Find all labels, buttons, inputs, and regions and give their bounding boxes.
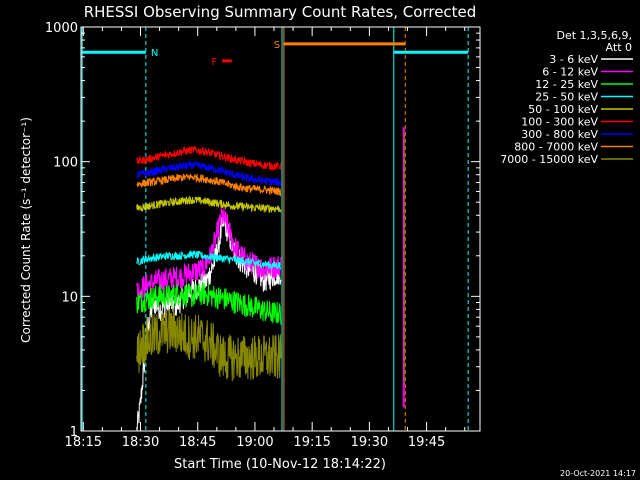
x-tick-label: 19:15: [293, 435, 330, 450]
series-line: [136, 281, 282, 325]
x-tick-label: 19:00: [236, 435, 273, 450]
x-tick-label: 19:45: [408, 435, 445, 450]
x-tick-label: 18:15: [65, 435, 102, 450]
series-group: [136, 127, 405, 432]
series-line: [136, 250, 282, 270]
x-tick-label: 18:45: [179, 435, 216, 450]
annotation-label: F: [211, 57, 217, 68]
legend-entry-label: 800 - 7000 keV: [514, 141, 598, 154]
legend-entry-label: 3 - 6 keV: [549, 53, 598, 66]
annotation-label: S: [274, 40, 280, 51]
annotation-bars: N S F: [81, 40, 469, 68]
series-line: [136, 309, 282, 382]
series-line: [136, 160, 282, 186]
legend-entry-label: 300 - 800 keV: [521, 128, 598, 141]
legend-header-line1: Det 1,3,5,6,9,: [556, 29, 632, 42]
legend-header-line2: Att 0: [606, 41, 632, 54]
y-tick-label: 1: [70, 425, 78, 440]
legend-entry-label: 50 - 100 keV: [528, 103, 598, 116]
series-line: [136, 145, 282, 171]
vertical-markers: [81, 27, 469, 431]
legend-entry-label: 7000 - 15000 keV: [500, 153, 598, 166]
footer-timestamp: 20-Oct-2021 14:17: [560, 469, 636, 478]
series-line: [136, 195, 282, 214]
x-tick-label: 18:30: [122, 435, 159, 450]
legend-entry-label: 100 - 300 keV: [521, 116, 598, 129]
x-tick-label: 19:30: [351, 435, 388, 450]
x-axis-label: Start Time (10-Nov-12 18:14:22): [174, 457, 386, 472]
legend-entry-label: 25 - 50 keV: [535, 91, 598, 104]
series-line: [136, 173, 282, 197]
legend-entry-label: 12 - 25 keV: [535, 78, 598, 91]
y-tick-label: 100: [53, 156, 78, 171]
y-tick-label: 10: [61, 290, 78, 305]
chart-title: RHESSI Observing Summary Count Rates, Co…: [84, 3, 477, 21]
plot-frame: [80, 26, 481, 432]
y-axis-label: Corrected Count Rate (s⁻¹ detector⁻¹): [19, 117, 33, 343]
legend-entry-label: 6 - 12 keV: [542, 66, 598, 79]
y-tick-label: 1000: [45, 21, 78, 36]
annotation-label: N: [151, 48, 158, 59]
axes: 18:15 18:30 18:45 19:00 19:15 19:30 19:45 1 10 10…: [45, 21, 481, 450]
series-line: [136, 206, 282, 302]
